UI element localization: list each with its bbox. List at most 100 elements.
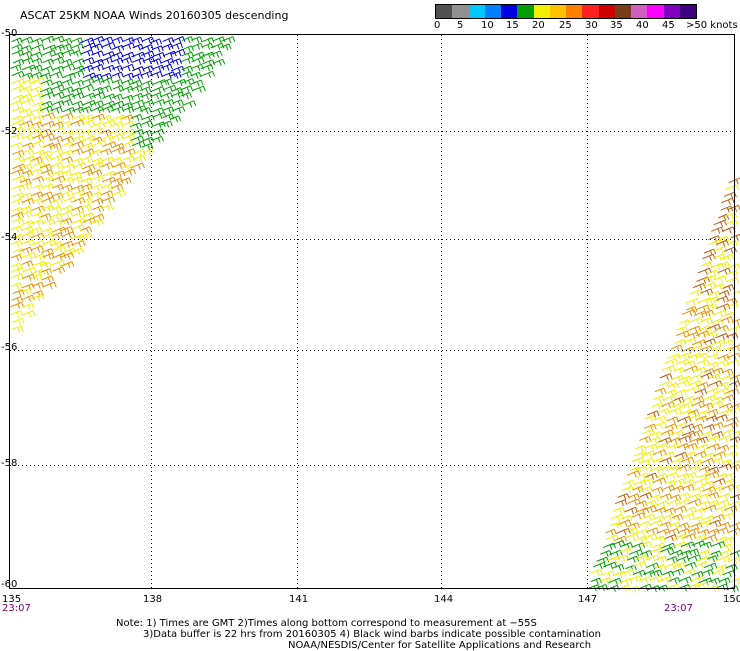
wind-barb	[60, 184, 74, 192]
wind-barb	[612, 506, 626, 514]
wind-barb	[19, 178, 32, 186]
wind-barb	[712, 309, 728, 318]
wind-barb	[50, 106, 63, 114]
wind-barb	[70, 69, 85, 78]
wind-barb	[11, 240, 23, 248]
wind-barb	[39, 213, 52, 220]
wind-barb	[120, 57, 133, 64]
wind-barb	[706, 443, 721, 451]
wind-barb	[60, 112, 74, 120]
wind-barb	[171, 48, 186, 57]
wind-barb	[10, 282, 23, 290]
wind-barb	[130, 122, 143, 130]
wind-barb	[596, 556, 610, 564]
wind-barb	[674, 505, 687, 513]
wind-barb	[698, 410, 711, 418]
wind-barb	[12, 58, 25, 66]
wind-barb	[20, 163, 33, 171]
wind-barb	[11, 78, 26, 86]
wind-barb	[111, 189, 126, 198]
wind-barb	[42, 252, 55, 260]
wind-barb	[664, 479, 676, 487]
wind-barb	[718, 261, 731, 269]
wind-barb	[21, 155, 36, 163]
legend-color-swatch	[679, 5, 696, 18]
wind-barb	[170, 91, 185, 99]
wind-barb	[131, 36, 144, 44]
wind-barb	[50, 154, 64, 162]
lat-lon-grid	[10, 35, 735, 588]
wind-barb	[111, 71, 124, 79]
wind-barb	[109, 121, 124, 129]
wind-barb	[102, 64, 115, 72]
wind-barb	[639, 486, 653, 494]
wind-barb	[21, 98, 35, 106]
wind-barb	[61, 78, 74, 86]
wind-barb	[70, 140, 85, 148]
wind-barb	[51, 252, 67, 261]
wind-barb	[659, 521, 672, 529]
wind-barb	[10, 310, 23, 318]
wind-barb	[30, 191, 44, 199]
wind-barb	[59, 210, 73, 218]
wind-barb	[707, 353, 720, 361]
wind-barb	[652, 395, 665, 403]
wind-barb	[725, 563, 738, 571]
wind-barb	[680, 483, 695, 492]
wind-barb	[612, 570, 627, 579]
wind-barb	[620, 568, 636, 577]
wind-barb	[701, 569, 714, 577]
wind-barb	[20, 246, 33, 254]
legend-color-swatch	[501, 5, 518, 18]
wind-barb	[620, 515, 633, 522]
wind-barb	[9, 225, 23, 233]
wind-barb	[687, 498, 702, 507]
wind-barb	[668, 521, 681, 529]
wind-barb	[72, 157, 84, 165]
wind-barb	[699, 317, 713, 325]
wind-barb	[52, 100, 65, 108]
wind-barb	[674, 422, 688, 430]
wind-barb	[698, 297, 713, 305]
wind-barb	[664, 358, 679, 366]
wind-barb	[642, 533, 658, 541]
wind-barb	[600, 577, 612, 585]
legend-color-swatch	[517, 5, 534, 18]
chart-title: ASCAT 25KM NOAA Winds 20160305 descendin…	[20, 9, 289, 22]
lat-label: -56	[1, 342, 18, 353]
wind-barb	[712, 569, 725, 576]
legend-color-swatch	[663, 5, 680, 18]
wind-barb	[651, 486, 664, 494]
swath-time-label: 23:07	[2, 603, 31, 614]
wind-barb	[52, 245, 66, 253]
wind-barb	[681, 346, 696, 354]
wind-barb	[712, 422, 724, 429]
wind-barb	[10, 64, 22, 72]
wind-barb	[11, 296, 24, 304]
wind-barb	[50, 241, 63, 249]
wind-barb	[190, 71, 202, 79]
legend-label-30: 30	[585, 20, 598, 31]
wind-barb	[202, 59, 215, 67]
wind-barb	[180, 56, 195, 64]
legend-label-45: 45	[662, 20, 675, 31]
wind-barb	[50, 56, 65, 64]
wind-barb	[700, 261, 713, 269]
wind-barb	[669, 549, 684, 557]
wind-barb	[70, 43, 84, 51]
wind-barb	[80, 84, 94, 92]
wind-barb	[613, 563, 625, 571]
wind-barb	[10, 100, 23, 108]
wind-barb	[31, 197, 44, 205]
wind-barb	[22, 148, 35, 156]
wind-barb	[719, 577, 731, 585]
wind-barb	[20, 45, 33, 52]
wind-barb	[42, 120, 56, 128]
wind-barb	[705, 330, 718, 338]
wind-barb	[639, 436, 652, 444]
wind-barb	[12, 248, 25, 256]
wind-barb	[40, 79, 54, 87]
wind-barb	[29, 294, 45, 302]
wind-barb	[42, 175, 55, 183]
